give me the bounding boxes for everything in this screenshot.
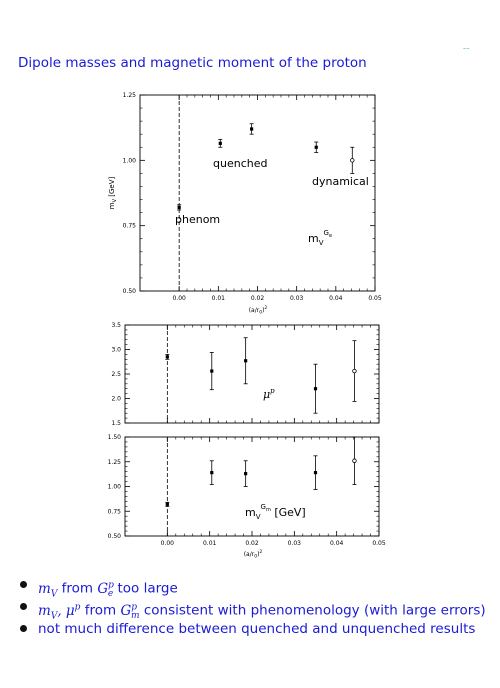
annotation-mv-ge: mVGe bbox=[308, 229, 332, 247]
y-tick-label: 0.50 bbox=[108, 533, 122, 540]
panel-magnetic-moment: 1.5 2.0 2.5 3.0 3.5 μp bbox=[111, 322, 380, 427]
x-tick-label: 0.03 bbox=[290, 295, 304, 302]
data-point-filled bbox=[250, 127, 254, 131]
x-tick-label: 0.04 bbox=[330, 540, 344, 547]
panel-1-xlabel: (a/r0)2 bbox=[249, 305, 268, 316]
y-tick-label: 1.5 bbox=[111, 420, 121, 427]
x-tick-label: 0.05 bbox=[368, 295, 382, 302]
annotation-quenched: quenched bbox=[213, 157, 267, 170]
bullet-1: mV from Gpe too large bbox=[18, 575, 486, 600]
bullet-2: mV, μp from Gpm consistent with phenomen… bbox=[18, 597, 486, 622]
annotation-mv-gm: mVGm [GeV] bbox=[245, 503, 306, 521]
bullet-dot-icon bbox=[20, 603, 27, 610]
data-point-filled bbox=[218, 141, 222, 145]
annotation-phenom: phenom bbox=[175, 213, 220, 226]
bullet-dot-icon bbox=[20, 581, 27, 588]
y-tick-label: 1.25 bbox=[123, 92, 137, 99]
bullet-1-mid: from bbox=[57, 580, 98, 597]
panel-2-frame bbox=[124, 324, 380, 424]
y-tick-label: 2.5 bbox=[111, 371, 121, 378]
bullet-2-mid: from bbox=[80, 602, 121, 619]
data-point-filled bbox=[244, 359, 248, 363]
conclusion-list: mV from Gpe too large mV, μp from Gpm co… bbox=[18, 575, 486, 641]
bullet-1-math-ge: Gpe bbox=[97, 580, 114, 600]
bullet-3-text: not much difference between quenched and… bbox=[38, 621, 476, 637]
y-tick-label: 1.25 bbox=[108, 459, 122, 466]
x-tick-label: 0.02 bbox=[245, 540, 259, 547]
panel-1-frame bbox=[139, 94, 376, 292]
data-point-filled bbox=[244, 472, 248, 476]
x-tick-label: 0.04 bbox=[329, 295, 343, 302]
annotation-dynamical: dynamical bbox=[312, 175, 369, 188]
panel-2-marks bbox=[165, 325, 357, 423]
data-point-open bbox=[350, 158, 355, 163]
y-tick-label: 3.5 bbox=[111, 322, 121, 329]
bullet-2-math-gm: Gpm bbox=[120, 602, 140, 622]
x-tick-label: 0.03 bbox=[288, 540, 302, 547]
bullet-dot-icon bbox=[20, 625, 27, 632]
panel-3-xlabel: (a/r0)2 bbox=[244, 549, 263, 560]
panel-1-ticks: 0.00 0.01 0.02 0.03 0.04 0.05 0.50 0.75 1.00 1.25 bbox=[123, 92, 382, 302]
figure-panels: 0.00 0.01 0.02 0.03 0.04 0.05 0.50 0.75 1.00 1.25… bbox=[108, 92, 386, 560]
data-point-filled bbox=[314, 145, 318, 149]
x-tick-label: 0.01 bbox=[212, 295, 226, 302]
panel-dipole-ge: 0.00 0.01 0.02 0.03 0.04 0.05 0.50 0.75 1.00 1.25… bbox=[108, 92, 382, 316]
y-tick-label: 0.50 bbox=[123, 288, 137, 295]
data-point-filled bbox=[313, 471, 318, 475]
y-tick-label: 1.50 bbox=[108, 434, 122, 441]
bullet-3: not much difference between quenched and… bbox=[18, 619, 486, 641]
x-tick-label: 0.02 bbox=[251, 295, 265, 302]
panel-1-ylabel: mV [GeV] bbox=[108, 177, 118, 210]
bullet-2-math-mv-mu: mV, μp bbox=[38, 602, 81, 622]
panel-1-marks bbox=[177, 95, 355, 291]
y-tick-label: 1.00 bbox=[108, 484, 122, 491]
x-tick-label: 0.01 bbox=[203, 540, 217, 547]
y-tick-label: 0.75 bbox=[108, 508, 122, 515]
panel-dipole-gm: 0.00 0.01 0.02 0.03 0.04 0.05 0.50 0.75 1.00 1.25… bbox=[108, 434, 386, 560]
bullet-2-post: consistent with phenomenology (with larg… bbox=[139, 602, 486, 619]
y-tick-label: 0.75 bbox=[123, 223, 137, 230]
data-point-open bbox=[352, 368, 357, 374]
bullet-1-math-mv: mV bbox=[38, 580, 58, 600]
data-point-filled bbox=[165, 502, 169, 506]
corner-mark: ~~ bbox=[463, 46, 470, 51]
annotation-mu-p: μp bbox=[263, 387, 275, 401]
x-tick-label: 0.05 bbox=[372, 540, 386, 547]
bullet-1-post: too large bbox=[113, 580, 178, 597]
panel-3-marks bbox=[165, 436, 357, 536]
data-point-filled bbox=[177, 205, 181, 209]
data-point-open bbox=[352, 458, 357, 463]
y-tick-label: 2.0 bbox=[111, 396, 121, 403]
data-point-filled bbox=[210, 369, 214, 373]
y-tick-label: 1.00 bbox=[123, 157, 137, 164]
panel-3-frame bbox=[124, 436, 380, 537]
x-tick-label: 0.00 bbox=[161, 540, 175, 547]
x-tick-label: 0.00 bbox=[172, 295, 186, 302]
y-tick-label: 3.0 bbox=[111, 347, 121, 354]
data-point-filled bbox=[165, 355, 169, 359]
panel-3-ticks: 0.00 0.01 0.02 0.03 0.04 0.05 0.50 0.75 1.00 1.25… bbox=[108, 434, 386, 547]
slide-title: Dipole masses and magnetic moment of the… bbox=[18, 55, 367, 71]
data-point-filled bbox=[210, 471, 214, 475]
data-point-filled bbox=[313, 387, 318, 391]
panel-2-ticks: 1.5 2.0 2.5 3.0 3.5 bbox=[111, 322, 380, 427]
